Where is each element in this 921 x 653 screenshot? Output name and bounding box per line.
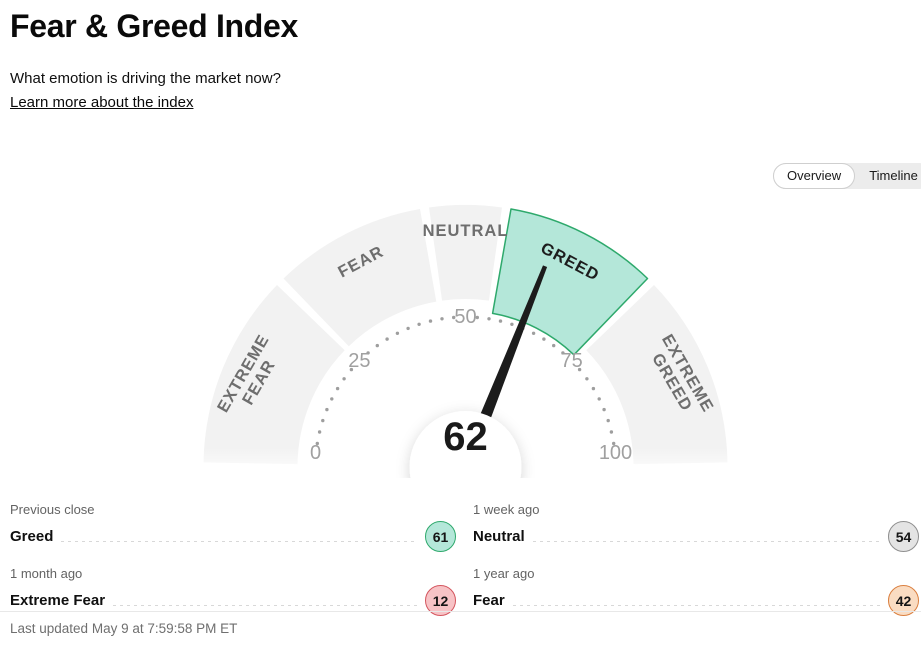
tick-dot bbox=[349, 367, 354, 372]
dotted-leader bbox=[512, 605, 880, 606]
segment-label-neutral: NEUTRAL bbox=[423, 222, 509, 240]
tab-timeline[interactable]: Timeline bbox=[855, 163, 921, 189]
dotted-leader bbox=[61, 541, 417, 542]
tick-dot bbox=[606, 418, 610, 423]
tick-label: 0 bbox=[310, 442, 321, 464]
tick-dot bbox=[395, 331, 400, 335]
tick-dot bbox=[577, 367, 582, 372]
tick-dot bbox=[330, 397, 334, 401]
tick-dot bbox=[342, 377, 346, 381]
stat-previous-close: Previous close Greed 61 bbox=[10, 502, 456, 552]
tick-dot bbox=[428, 319, 433, 323]
segment-fear bbox=[283, 209, 437, 347]
stat-label: Neutral bbox=[473, 528, 525, 545]
tick-label: 100 bbox=[599, 442, 632, 464]
tab-overview[interactable]: Overview bbox=[773, 163, 856, 189]
stat-period: 1 year ago bbox=[473, 566, 535, 581]
segment-greed bbox=[491, 208, 649, 356]
last-updated: Last updated May 9 at 7:59:58 PM ET bbox=[0, 611, 921, 636]
tick-dot bbox=[531, 331, 536, 335]
tick-dot bbox=[612, 441, 616, 446]
tick-dot bbox=[561, 351, 565, 355]
tick-dot bbox=[321, 418, 325, 423]
stat-period: Previous close bbox=[10, 502, 95, 517]
stat-period: 1 month ago bbox=[10, 566, 83, 581]
stat-value-badge: 61 bbox=[425, 521, 456, 552]
stat-value-badge: 42 bbox=[888, 585, 919, 616]
tick-label: 50 bbox=[454, 306, 476, 328]
view-toggle: Overview Timeline bbox=[773, 163, 921, 189]
gauge-needle bbox=[463, 265, 548, 461]
tick-dot bbox=[585, 377, 589, 381]
tick-dot bbox=[417, 322, 421, 326]
tick-dot bbox=[315, 441, 319, 446]
tick-dot bbox=[335, 386, 340, 391]
stat-one-year-ago: 1 year ago Fear 42 bbox=[473, 566, 919, 616]
tick-dot bbox=[385, 337, 389, 341]
tick-dot bbox=[609, 430, 614, 434]
stat-period: 1 week ago bbox=[473, 502, 540, 517]
tick-dot bbox=[542, 337, 546, 341]
dotted-leader bbox=[532, 541, 880, 542]
segment-extreme-greed bbox=[586, 285, 728, 465]
svg-text:NEUTRAL: NEUTRAL bbox=[423, 222, 509, 240]
learn-more-link[interactable]: Learn more about the index bbox=[10, 94, 194, 111]
stat-label: Greed bbox=[10, 528, 54, 545]
tick-dot bbox=[591, 386, 596, 391]
tick-dot bbox=[406, 326, 410, 331]
stat-label: Fear bbox=[473, 592, 505, 609]
history-stats: Previous close Greed 61 1 week ago Neutr… bbox=[10, 502, 919, 616]
tick-dot bbox=[375, 343, 379, 348]
tick-dot bbox=[440, 317, 444, 321]
tick-dot bbox=[552, 343, 556, 348]
page-subtitle: What emotion is driving the market now? bbox=[10, 70, 281, 87]
tick-dot bbox=[487, 317, 491, 321]
page-header: Fear & Greed Index What emotion is drivi… bbox=[10, 6, 298, 112]
segment-neutral bbox=[429, 204, 502, 301]
tick-dot bbox=[597, 397, 601, 401]
gauge-value: 62 bbox=[443, 415, 488, 459]
page-title: Fear & Greed Index bbox=[10, 8, 299, 44]
dotted-leader bbox=[113, 605, 417, 606]
tick-dot bbox=[510, 322, 514, 326]
tick-dot bbox=[317, 430, 322, 434]
segment-extreme-fear bbox=[203, 285, 345, 465]
tick-dot bbox=[602, 407, 606, 412]
stat-one-month-ago: 1 month ago Extreme Fear 12 bbox=[10, 566, 456, 616]
stat-value-badge: 54 bbox=[888, 521, 919, 552]
tick-dot bbox=[475, 315, 479, 320]
tick-label: 75 bbox=[560, 350, 582, 372]
gauge-segments bbox=[203, 204, 728, 465]
tick-dot bbox=[452, 315, 456, 320]
tick-dot bbox=[498, 319, 503, 323]
tick-label: 25 bbox=[348, 350, 370, 372]
gauge-center-circle bbox=[409, 411, 522, 478]
stat-value-badge: 12 bbox=[425, 585, 456, 616]
gauge-tick-labels: 0 25 50 75 100 bbox=[310, 306, 632, 464]
stat-one-week-ago: 1 week ago Neutral 54 bbox=[473, 502, 919, 552]
tick-dot bbox=[325, 407, 329, 412]
tick-dot bbox=[366, 351, 370, 355]
stat-label: Extreme Fear bbox=[10, 592, 106, 609]
